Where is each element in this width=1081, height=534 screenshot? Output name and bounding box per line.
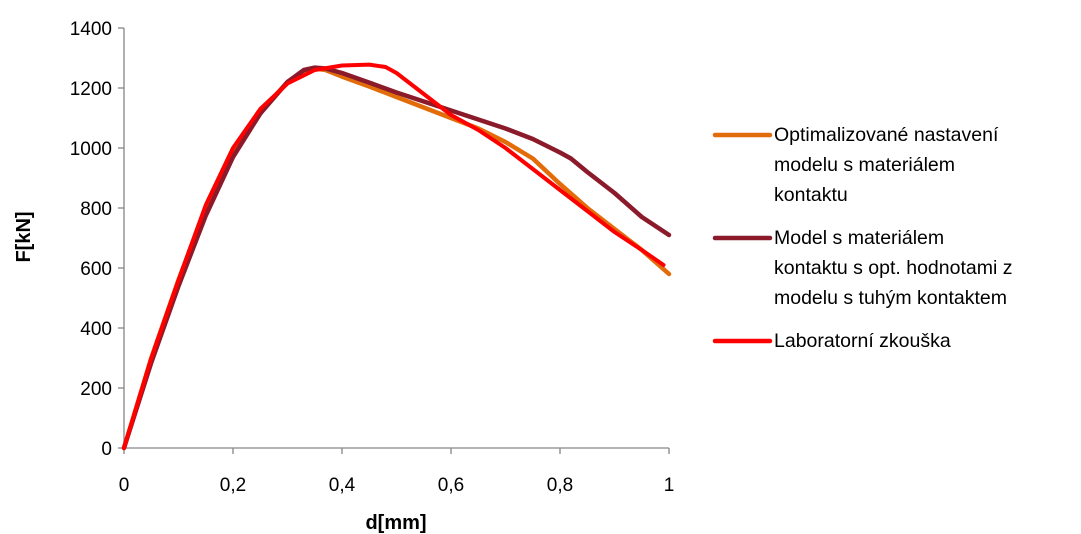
legend-label: kontaktu s opt. hodnotami z [774,257,1012,279]
y-tick-label: 600 [80,259,112,280]
x-tick-label: 0,8 [547,475,573,496]
legend: Optimalizované nastavení modelu s materiá… [712,124,1012,352]
axes: 0 200 400 600 800 1000 1200 1400 0 0,2 0,4 0,6 0,8 1 [70,19,675,496]
y-tick-label: 200 [80,379,112,400]
x-axis-title: d[mm] [365,512,426,534]
y-tick-label: 800 [80,199,112,220]
legend-label: kontaktu [774,184,848,206]
y-tick-label: 1400 [70,19,112,40]
legend-label: modelu s materiálem [774,154,955,176]
y-tick-label: 400 [80,319,112,340]
y-tick-label: 0 [101,439,112,460]
x-tick-label: 1 [664,475,675,496]
x-tick-label: 0,4 [329,475,356,496]
legend-label: modelu s tuhým kontaktem [774,287,1007,309]
legend-label: Laboratorní zkouška [774,330,951,352]
legend-label: Optimalizované nastavení [774,124,999,146]
y-axis-title: F[kN] [13,211,35,262]
series-line-1 [121,66,672,451]
legend-label: Model s materiálem [774,227,944,249]
y-tick-label: 1200 [70,79,112,100]
y-tick-label: 1000 [70,139,112,160]
series-line-3 [122,62,666,450]
legend-entry-3: Laboratorní zkouška [712,330,951,352]
x-tick-label: 0 [119,475,130,496]
legend-entry-1: Optimalizované nastavení modelu s materiá… [712,124,999,206]
series-line-2 [121,65,672,451]
legend-entry-2: Model s materiálem kontaktu s opt. hodnot… [712,227,1012,309]
series-lines [121,62,672,451]
x-tick-label: 0,2 [220,475,246,496]
x-tick-label: 0,6 [438,475,464,496]
